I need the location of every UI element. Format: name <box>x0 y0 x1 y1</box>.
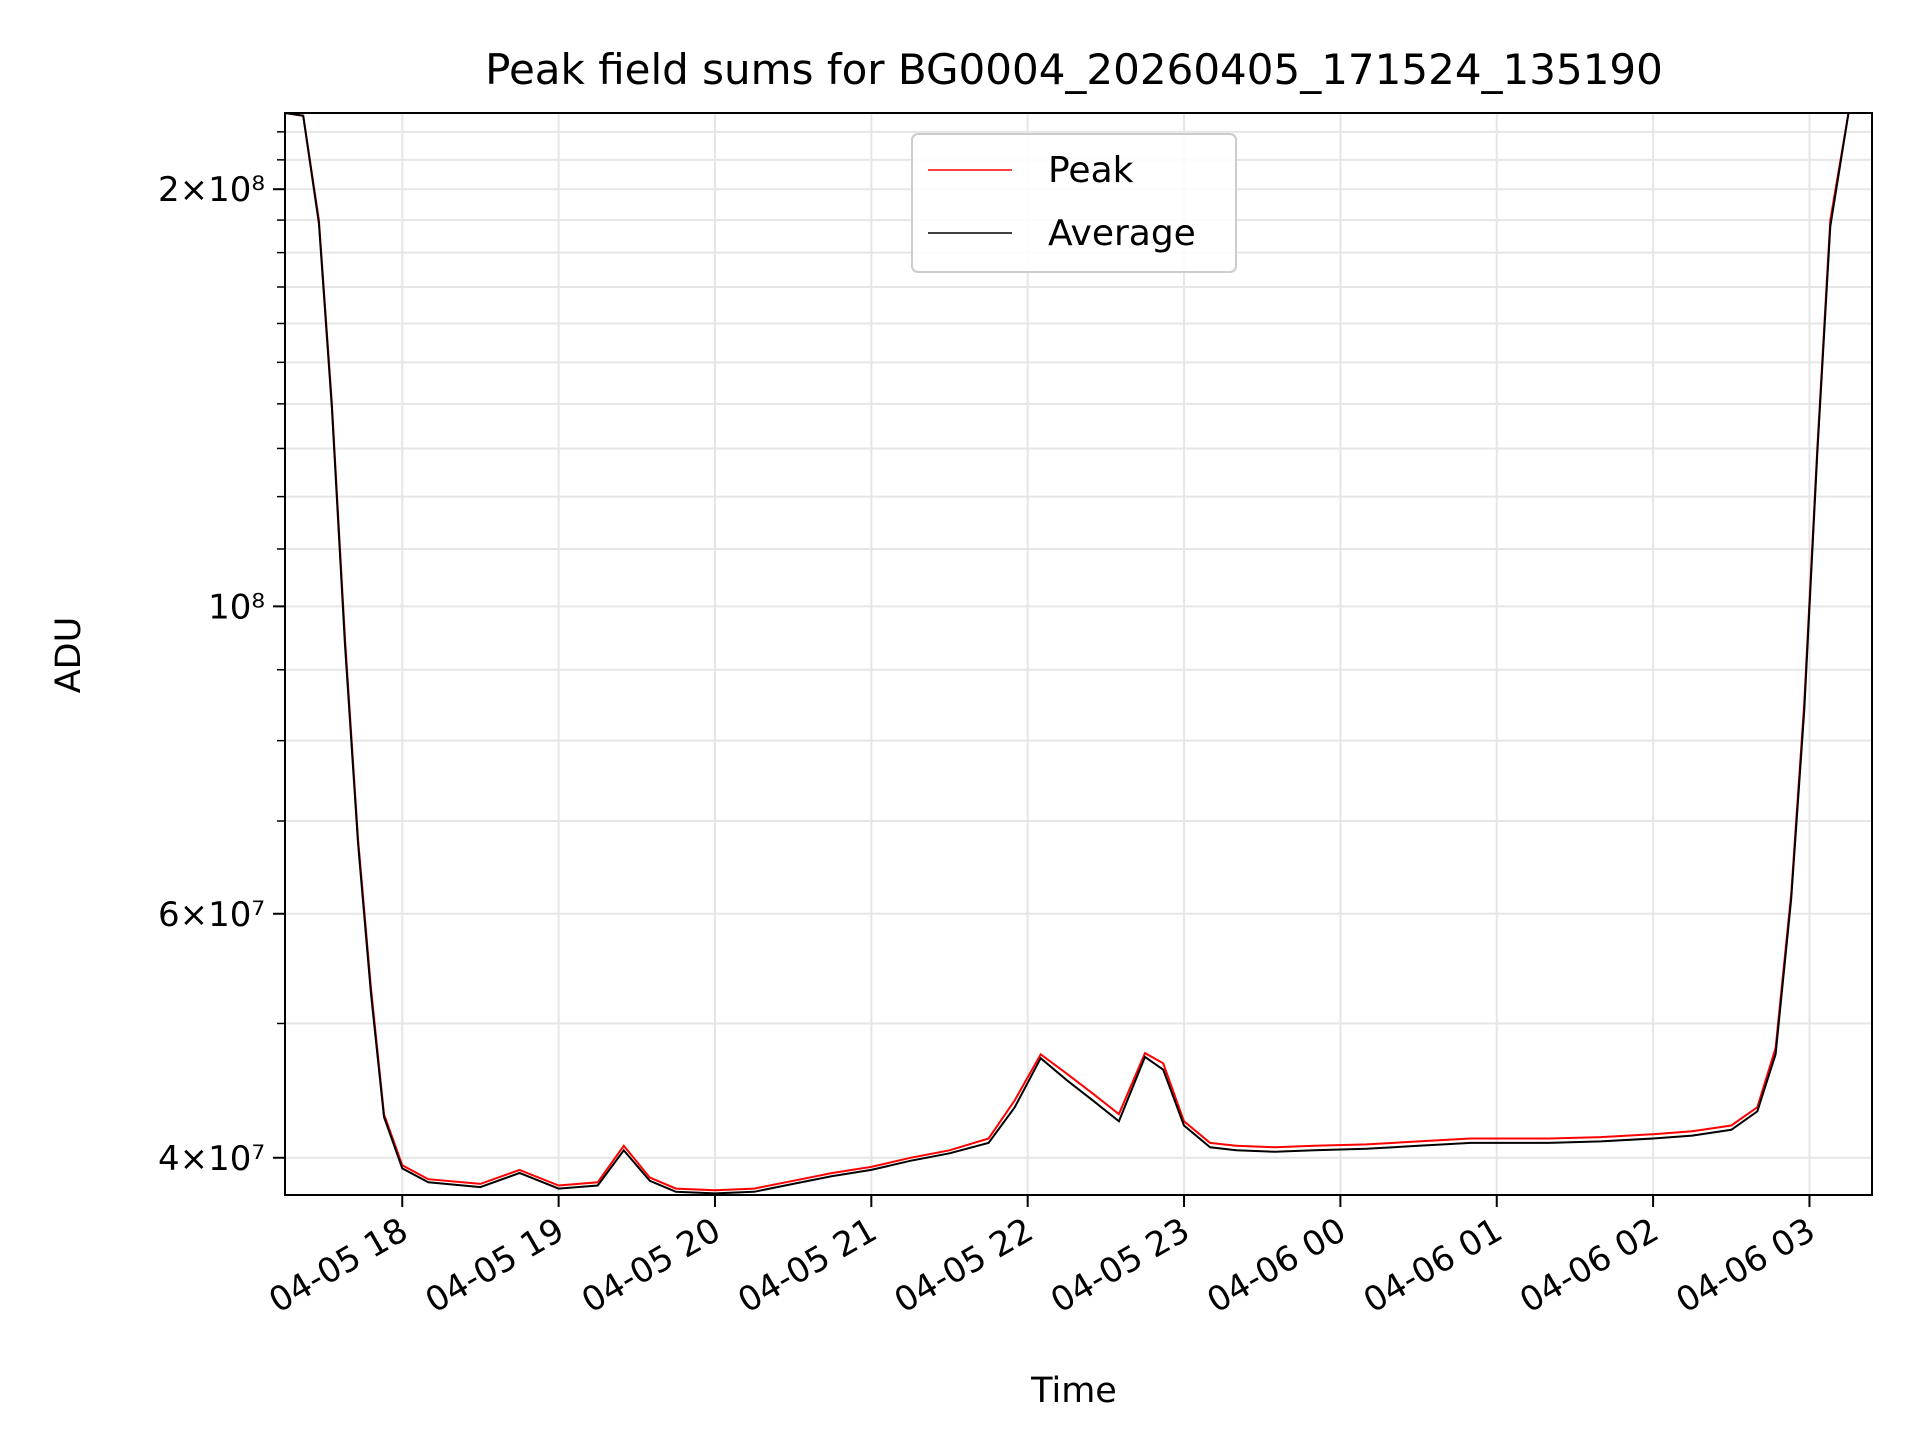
y-tick-label: 2×10⁸ <box>158 170 265 210</box>
legend: Peak Average <box>911 133 1237 273</box>
series-line-peak <box>285 113 1872 1192</box>
plot-frame <box>284 112 1873 1196</box>
legend-average-label: Average <box>1048 213 1196 254</box>
series-line-average <box>285 113 1872 1195</box>
y-tick-label: 4×10⁷ <box>158 1139 265 1179</box>
legend-peak-label: Peak <box>1048 150 1134 191</box>
y-tick-label: 10⁸ <box>208 587 265 627</box>
chart-title: Peak field sums for BG0004_20260405_1715… <box>485 45 1663 94</box>
y-tick-label: 6×10⁷ <box>158 895 265 935</box>
plot-lines <box>285 113 1872 1195</box>
y-axis-label: ADU <box>49 617 89 694</box>
x-axis-label: Time <box>1030 1371 1117 1411</box>
